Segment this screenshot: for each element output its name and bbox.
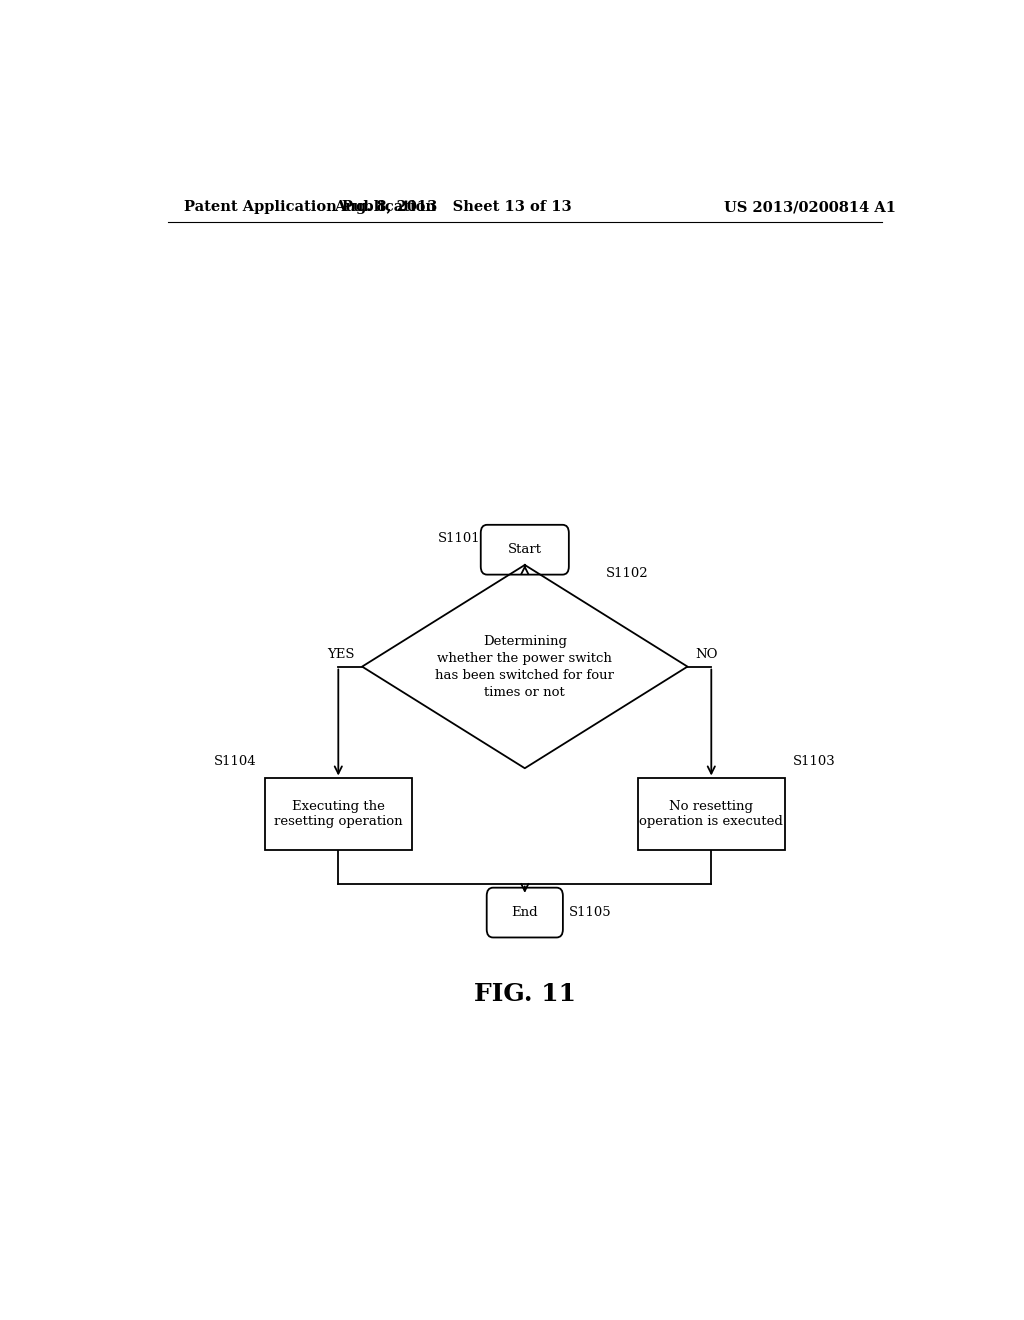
Text: NO: NO (695, 648, 718, 661)
Text: End: End (511, 906, 539, 919)
Text: FIG. 11: FIG. 11 (474, 982, 575, 1006)
FancyBboxPatch shape (638, 779, 784, 850)
Text: YES: YES (327, 648, 354, 661)
Text: Executing the
resetting operation: Executing the resetting operation (274, 800, 402, 828)
Text: Patent Application Publication: Patent Application Publication (183, 201, 435, 214)
Text: Start: Start (508, 544, 542, 556)
Text: US 2013/0200814 A1: US 2013/0200814 A1 (725, 201, 896, 214)
Text: S1102: S1102 (606, 568, 648, 581)
Text: S1105: S1105 (568, 906, 611, 919)
Text: S1104: S1104 (214, 755, 257, 768)
FancyBboxPatch shape (265, 779, 412, 850)
Text: S1103: S1103 (793, 755, 836, 768)
Text: No resetting
operation is executed: No resetting operation is executed (639, 800, 783, 828)
FancyBboxPatch shape (486, 887, 563, 937)
Text: Aug. 8, 2013   Sheet 13 of 13: Aug. 8, 2013 Sheet 13 of 13 (335, 201, 572, 214)
Text: S1101: S1101 (438, 532, 480, 545)
Text: Determining
whether the power switch
has been switched for four
times or not: Determining whether the power switch has… (435, 635, 614, 698)
FancyBboxPatch shape (480, 525, 569, 574)
